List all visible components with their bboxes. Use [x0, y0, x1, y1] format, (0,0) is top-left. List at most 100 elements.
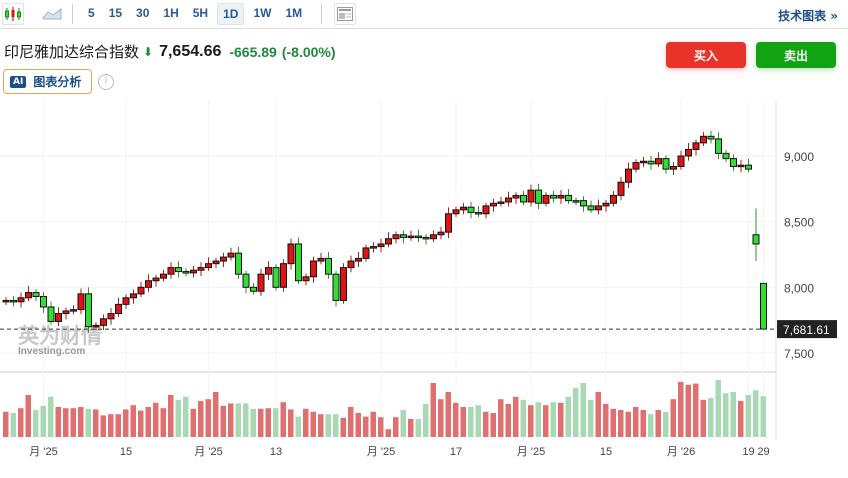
volume-bar: [303, 408, 309, 437]
timeframe-1W[interactable]: 1W: [253, 6, 272, 20]
candle-body: [220, 256, 227, 262]
buy-button[interactable]: 买入: [666, 42, 746, 68]
y-tick-label: 7,500: [784, 347, 814, 361]
timeframe-1D[interactable]: 1D: [217, 3, 245, 25]
volume-bar: [603, 404, 609, 437]
candle-body: [400, 234, 407, 238]
candle-body: [55, 313, 62, 322]
candle-body: [677, 155, 685, 168]
volume-bar: [355, 413, 361, 437]
volume-bar: [63, 408, 69, 437]
info-icon[interactable]: i: [98, 74, 114, 90]
candle-body: [730, 158, 737, 168]
volume-bar: [588, 399, 594, 437]
volume-bar: [168, 395, 174, 437]
timeframe-15[interactable]: 15: [108, 6, 123, 20]
candle-body: [415, 235, 422, 239]
x-tick-label: 17: [450, 446, 462, 458]
ai-chart-analysis-button[interactable]: AI 图表分析: [3, 69, 92, 94]
candle-body: [385, 238, 392, 245]
candle-body: [662, 158, 670, 170]
candle-body: [700, 135, 707, 144]
volume-bar: [250, 408, 256, 437]
candle-body: [587, 205, 595, 211]
candle-body: [302, 276, 310, 282]
candle-body: [452, 209, 460, 215]
volume-bar: [760, 396, 766, 437]
volume-bar: [160, 408, 166, 437]
candle-body: [2, 299, 10, 303]
volume-bar: [408, 419, 414, 437]
instrument-header: 印尼雅加达综合指数 ⬇ 7,654.66 -665.89 (-8.00%): [4, 41, 336, 62]
timeframe-5H[interactable]: 5H: [192, 6, 209, 20]
candle-body: [227, 252, 235, 258]
sell-button[interactable]: 卖出: [756, 42, 836, 68]
timeframe-5[interactable]: 5: [88, 6, 95, 20]
volume-bar: [610, 408, 616, 437]
volume-bar: [265, 408, 271, 437]
volume-bar: [228, 403, 234, 437]
timeframe-1H[interactable]: 1H: [163, 6, 179, 20]
candle-body: [325, 257, 332, 275]
volume-bar: [678, 381, 684, 437]
volume-bar: [325, 414, 331, 437]
volume-bar: [363, 416, 369, 437]
volume-bar: [393, 417, 399, 437]
volume-bar: [93, 409, 99, 437]
candle-body: [85, 293, 92, 328]
x-tick-label: 15: [120, 446, 132, 458]
candle-body: [167, 267, 175, 275]
volume-bar: [550, 402, 556, 437]
candle-body: [685, 148, 692, 157]
volume-bar: [685, 384, 691, 437]
candle-body: [115, 303, 122, 315]
candle-body: [512, 194, 520, 199]
volume-bar: [700, 399, 706, 437]
volume-bar: [670, 399, 676, 437]
candle-body: [632, 162, 640, 170]
volume-bar: [475, 405, 481, 437]
layout-icon[interactable]: [334, 3, 357, 25]
last-price: 7,654.66: [159, 42, 222, 60]
x-tick-label: 29: [757, 446, 769, 458]
volume-bar: [295, 416, 301, 437]
candle-body: [580, 200, 587, 207]
timeframe-1M[interactable]: 1M: [285, 6, 303, 20]
volume-bar: [535, 402, 541, 437]
x-tick-label: 13: [270, 446, 282, 458]
candle-body: [197, 267, 205, 271]
volume-bar: [625, 411, 631, 437]
candle-body: [32, 292, 40, 297]
technical-chart-link[interactable]: 技术图表 »: [778, 9, 838, 23]
watermark-cn: 英为财情: [18, 324, 102, 348]
volume-bar: [10, 413, 16, 437]
candle-body: [625, 168, 632, 183]
volume-bar: [175, 399, 181, 437]
candle-body: [40, 295, 47, 308]
timeframe-30[interactable]: 30: [136, 6, 150, 20]
candle-body: [175, 267, 182, 273]
volume-bar: [513, 396, 519, 437]
candlestick-chart-icon[interactable]: [2, 3, 24, 25]
volume-bar: [220, 405, 226, 437]
candle-body: [572, 200, 580, 203]
candle-body: [340, 267, 347, 301]
candle-body: [737, 164, 745, 168]
candle-body: [17, 297, 25, 303]
area-chart-icon[interactable]: [42, 5, 62, 24]
volume-bar: [543, 405, 549, 437]
volume-bar: [235, 403, 241, 437]
candle-body: [722, 152, 730, 160]
volume-bar: [145, 407, 151, 437]
candle-body: [520, 194, 527, 203]
volume-bar: [310, 411, 316, 437]
volume-bar: [745, 395, 751, 437]
price-chart[interactable]: 英为财情 Investing.com 9,000 8,500 8,000 7,500 月…: [0, 100, 848, 478]
candle-body: [370, 246, 377, 249]
candle-body: [62, 310, 70, 315]
volume-bar: [640, 410, 646, 437]
candle-body: [10, 299, 17, 303]
volume-bar: [618, 410, 624, 437]
volume-bar: [453, 402, 459, 437]
candle-body: [715, 138, 722, 154]
